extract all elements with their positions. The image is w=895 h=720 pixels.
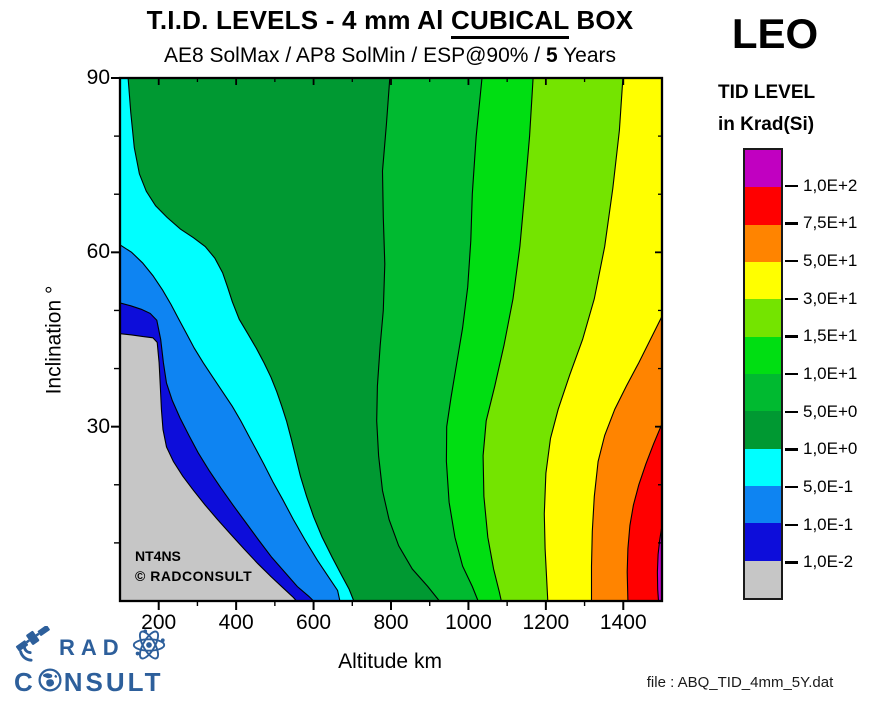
plot-inset-model-code: NT4NS xyxy=(135,548,181,564)
contour-bands xyxy=(120,78,662,601)
legend-band-2 xyxy=(745,224,781,262)
band-5e0-to-1e1-contour-line xyxy=(376,78,440,601)
plot-inset-copyright: © RADCONSULT xyxy=(135,568,253,584)
band-1e-1-to-5e-1-contour-line xyxy=(120,244,341,601)
band-below-1e-2 xyxy=(120,333,297,601)
logo-word-rad: RAD xyxy=(59,634,125,660)
band-5e-1-to-1e0-contour-line xyxy=(127,78,355,601)
legend-tick-dash xyxy=(785,448,798,451)
legend-band-10 xyxy=(745,523,781,561)
chart-title-underlined: CUBICAL xyxy=(451,5,569,39)
radconsult-logo: RAD C xyxy=(12,625,197,698)
chart-subtitle-years-value: 5 xyxy=(545,44,558,67)
legend-level-label-1,0E+0: 1,0E+0 xyxy=(803,439,858,459)
legend-title-line2: in Krad(Si) xyxy=(718,114,815,135)
legend-band-7 xyxy=(745,411,781,449)
x-tick-label-400: 400 xyxy=(218,611,254,634)
legend-tick-dash xyxy=(785,561,798,564)
source-file-label: file : ABQ_TID_4mm_5Y.dat xyxy=(646,674,834,691)
legend-band-1 xyxy=(745,187,781,225)
chart-subtitle-suffix: Years xyxy=(557,44,617,67)
chart-title-suffix: BOX xyxy=(568,5,634,35)
legend-band-9 xyxy=(745,485,781,524)
x-tick-label-800: 800 xyxy=(373,611,409,634)
legend-tick-dash xyxy=(785,523,798,527)
x-tick-label-1200: 1200 xyxy=(522,611,570,634)
y-tick-label-90: 90 xyxy=(86,66,110,89)
legend-tick-dash xyxy=(785,486,798,489)
x-tick-label-200: 200 xyxy=(141,611,177,634)
legend-level-label-3,0E+1: 3,0E+1 xyxy=(803,288,858,308)
legend-level-label-5,0E+1: 5,0E+1 xyxy=(803,251,858,270)
band-3e1-to-5e1-contour-line xyxy=(543,78,624,601)
legend-tick-dash xyxy=(785,335,798,338)
legend-level-label-5,0E+0: 5,0E+0 xyxy=(803,401,858,421)
legend-band-11 xyxy=(745,560,781,598)
legend-level-label-5,0E-1: 5,0E-1 xyxy=(803,477,854,496)
x-axis-title: Altitude km xyxy=(338,650,442,673)
chart-subtitle: AE8 SolMax / AP8 SolMin / ESP@90% / 5 Ye… xyxy=(95,44,685,68)
band-5e1-to-7p5e1-contour-line xyxy=(590,316,662,601)
logo-word-consult-c: C xyxy=(14,667,36,697)
band-1e-2-to-1e-1-contour-line xyxy=(120,302,314,601)
x-tick-label-1000: 1000 xyxy=(445,611,492,634)
band-above-1e2 xyxy=(657,525,662,601)
logo-row1: RAD xyxy=(12,625,197,669)
legend-band-4 xyxy=(745,299,781,337)
satellite-icon xyxy=(12,625,54,669)
legend-tick-dash xyxy=(785,260,798,263)
band-7p5e1-to-1e2 xyxy=(627,423,662,601)
band-below-1e-2-contour-line xyxy=(120,333,297,601)
y-tick-label-60: 60 xyxy=(86,240,110,264)
legend-level-label-7,5E+1: 7,5E+1 xyxy=(803,213,858,233)
band-above-1e2-contour-line xyxy=(656,525,662,601)
color-scale-bar xyxy=(743,148,783,600)
legend-level-label-1,0E-1: 1,0E-1 xyxy=(803,514,854,534)
legend-level-label-1,0E+2: 1,0E+2 xyxy=(803,175,858,195)
x-tick-label-600: 600 xyxy=(296,611,332,634)
globe-icon xyxy=(37,667,63,698)
legend-level-label-1,0E-2: 1,0E-2 xyxy=(803,552,854,572)
orbit-type-label: LEO xyxy=(731,10,819,57)
band-7p5e1-to-1e2-contour-line xyxy=(626,423,662,601)
legend-tick-dash xyxy=(785,297,798,301)
chart-title-prefix: T.I.D. LEVELS - 4 mm Al xyxy=(146,5,452,35)
atom-icon xyxy=(130,626,168,669)
legend-title-line1: TID LEVEL xyxy=(718,82,816,103)
legend-band-6 xyxy=(745,373,781,412)
band-1e1-to-1p5e1-contour-line xyxy=(445,78,483,601)
legend-tick-dash xyxy=(785,373,798,376)
legend-band-3 xyxy=(745,261,781,300)
band-1p5e1-to-3e1-contour-line xyxy=(482,78,534,601)
legend-tick-dash xyxy=(785,410,798,414)
logo-row2: C NSULT xyxy=(14,667,197,698)
y-axis-title: Inclination ° xyxy=(42,285,66,395)
legend-level-label-1,5E+1: 1,5E+1 xyxy=(803,326,858,346)
y-tick-label-30: 30 xyxy=(86,414,110,438)
legend-band-5 xyxy=(745,336,781,374)
logo-word-consult-rest: NSULT xyxy=(63,667,164,697)
legend-level-label-1,0E+1: 1,0E+1 xyxy=(803,364,858,383)
x-tick-label-1400: 1400 xyxy=(599,611,647,634)
chart-title: T.I.D. LEVELS - 4 mm Al CUBICAL BOX xyxy=(95,5,685,39)
chart-subtitle-prefix: AE8 SolMax / AP8 SolMin / ESP@90% / xyxy=(163,44,546,67)
legend-tick-dash xyxy=(785,222,798,225)
legend-band-0 xyxy=(745,150,781,188)
legend-tick-dash xyxy=(785,184,798,188)
legend-band-8 xyxy=(745,448,781,486)
